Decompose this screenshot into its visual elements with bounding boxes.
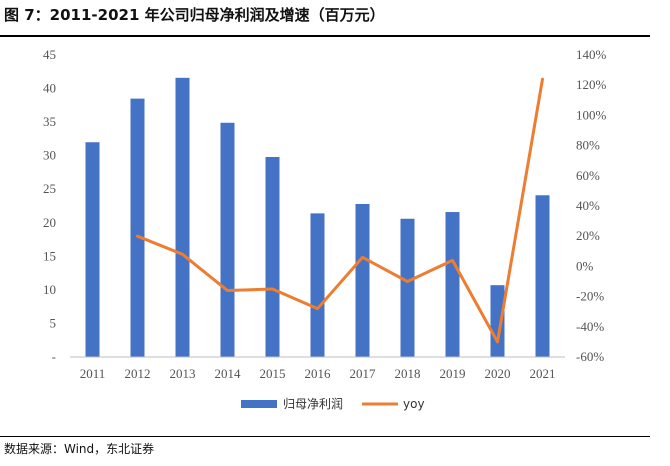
y-left-tick-label: 20 bbox=[43, 215, 56, 230]
yoy-point bbox=[182, 253, 183, 255]
bar bbox=[310, 213, 325, 357]
bar bbox=[400, 218, 415, 357]
x-tick-label: 2012 bbox=[125, 366, 151, 381]
yoy-point bbox=[407, 281, 408, 282]
y-left-tick-label: - bbox=[52, 349, 56, 364]
x-tick-label: 2015 bbox=[260, 366, 286, 381]
yoy-point bbox=[452, 259, 453, 261]
y-right-tick-label: 100% bbox=[576, 107, 607, 122]
x-tick-label: 2019 bbox=[440, 366, 466, 381]
y-right-tick-label: 0% bbox=[576, 258, 594, 273]
figure-title: 图 7：2011-2021 年公司归母净利润及增速（百万元） bbox=[4, 6, 385, 24]
y-left-tick-label: 10 bbox=[43, 282, 56, 297]
y-right-tick-label: 20% bbox=[576, 228, 600, 243]
y-left-tick-label: 30 bbox=[43, 148, 56, 163]
yoy-point bbox=[497, 341, 498, 343]
y-right-tick-label: 120% bbox=[576, 77, 607, 92]
bottom-rule bbox=[0, 436, 650, 437]
bar bbox=[85, 142, 100, 357]
x-tick-label: 2017 bbox=[350, 366, 377, 381]
y-left-tick-label: 15 bbox=[43, 248, 56, 263]
bar bbox=[220, 122, 235, 357]
yoy-line bbox=[136, 77, 544, 344]
x-tick-label: 2016 bbox=[305, 366, 332, 381]
y-left-tick-label: 25 bbox=[43, 181, 56, 196]
bar bbox=[175, 77, 190, 357]
legend-label-bar: 归母净利润 bbox=[283, 397, 343, 411]
yoy-point bbox=[272, 288, 273, 290]
bar bbox=[490, 285, 505, 357]
y-right-tick-label: -40% bbox=[576, 319, 604, 334]
legend-swatch-bar bbox=[241, 400, 277, 408]
yoy-point bbox=[542, 78, 543, 80]
y-right-tick-label: 60% bbox=[576, 168, 600, 183]
y-left-tick-label: 5 bbox=[50, 315, 57, 330]
x-tick-label: 2011 bbox=[80, 366, 106, 381]
y-right-tick-label: -60% bbox=[576, 349, 604, 364]
bar bbox=[130, 98, 145, 357]
bar bbox=[445, 212, 460, 357]
y-left-tick-label: 45 bbox=[43, 47, 56, 62]
y-right-tick-label: -20% bbox=[576, 289, 604, 304]
bar bbox=[535, 195, 550, 357]
combo-chart: - 5 10 15 20 25 30 35 40 45 -60% -40% -20% 0% 20% 40% 60… bbox=[43, 47, 607, 411]
yoy-point bbox=[137, 235, 138, 237]
y-right-tick-label: 40% bbox=[576, 198, 600, 213]
bar bbox=[355, 203, 370, 357]
source-note: 数据来源：Wind，东北证券 bbox=[4, 442, 155, 456]
y-left-tick-label: 35 bbox=[43, 114, 56, 129]
x-tick-label: 2013 bbox=[170, 366, 196, 381]
y-right-tick-label: 140% bbox=[576, 47, 607, 62]
yoy-point bbox=[362, 256, 363, 258]
x-tick-label: 2014 bbox=[215, 366, 242, 381]
x-tick-label: 2018 bbox=[395, 366, 421, 381]
yoy-point bbox=[227, 290, 228, 292]
x-tick-label: 2020 bbox=[485, 366, 511, 381]
title-rule bbox=[0, 35, 650, 37]
legend-label-line: yoy bbox=[403, 397, 425, 411]
y-right-tick-label: 80% bbox=[576, 138, 600, 153]
y-left-tick-label: 40 bbox=[43, 81, 56, 96]
bar bbox=[265, 157, 280, 357]
yoy-point bbox=[317, 308, 318, 310]
x-tick-label: 2021 bbox=[530, 366, 556, 381]
